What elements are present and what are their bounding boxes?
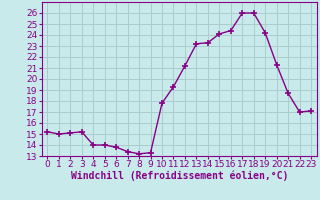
X-axis label: Windchill (Refroidissement éolien,°C): Windchill (Refroidissement éolien,°C) <box>70 171 288 181</box>
